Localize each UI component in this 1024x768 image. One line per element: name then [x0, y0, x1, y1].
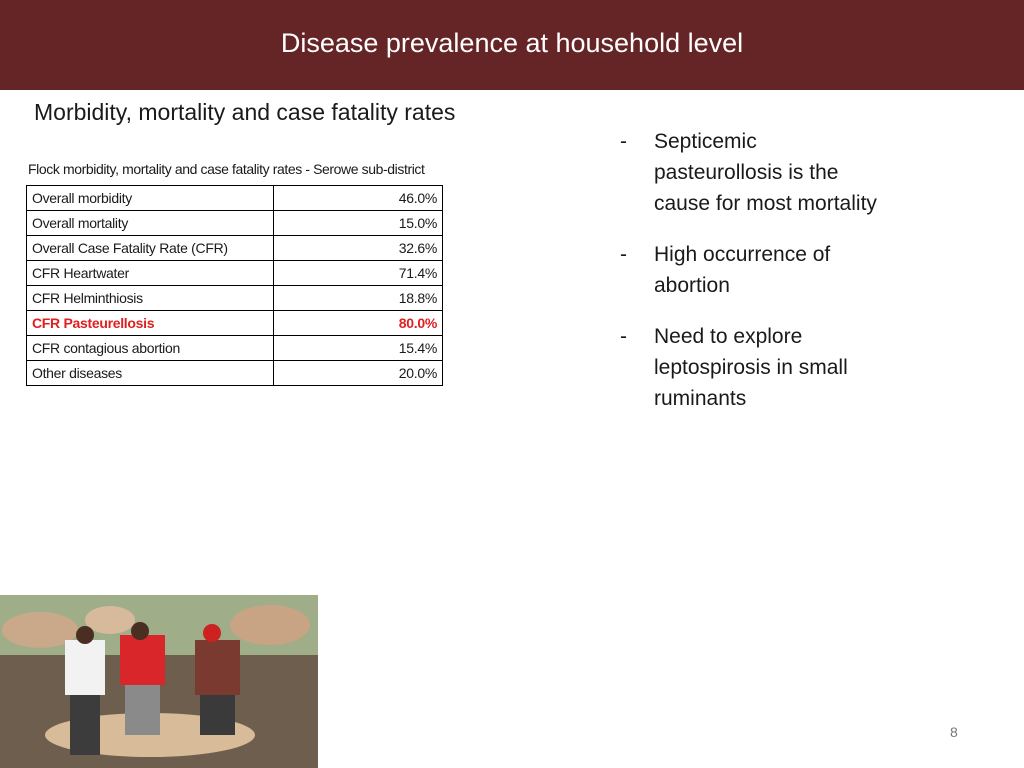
row-label: CFR Helminthiosis	[26, 285, 274, 311]
row-label: Other diseases	[26, 360, 274, 386]
row-value: 18.8%	[273, 285, 443, 311]
row-value: 15.4%	[273, 335, 443, 361]
row-value: 20.0%	[273, 360, 443, 386]
bullet-marker: -	[620, 325, 627, 348]
table-caption: Flock morbidity, mortality and case fata…	[28, 161, 425, 177]
bullet-marker: -	[620, 243, 627, 266]
bullet-marker: -	[620, 130, 627, 153]
photo	[0, 595, 318, 768]
table-row: CFR Heartwater 71.4%	[26, 260, 443, 286]
bullet-text: Need to explore leptospirosis in small r…	[654, 325, 848, 410]
bullet: - Need to explore leptospirosis in small …	[620, 321, 920, 414]
bullet-text: High occurrence of abortion	[654, 243, 831, 297]
table-row: CFR contagious abortion 15.4%	[26, 335, 443, 361]
row-value: 32.6%	[273, 235, 443, 261]
row-value: 80.0%	[273, 310, 443, 336]
table-row: Other diseases 20.0%	[26, 360, 443, 386]
header-bar: Disease prevalence at household level	[0, 0, 1024, 90]
page-number: 8	[950, 724, 958, 740]
table-row: Overall morbidity 46.0%	[26, 185, 443, 211]
row-label: CFR Pasteurellosis	[26, 310, 274, 336]
rates-table: Overall morbidity 46.0% Overall mortality 1…	[26, 185, 443, 386]
row-value: 46.0%	[273, 185, 443, 211]
row-value: 15.0%	[273, 210, 443, 236]
table-row: CFR Pasteurellosis 80.0%	[26, 310, 443, 336]
slide-title: Disease prevalence at household level	[280, 28, 744, 58]
row-label: Overall Case Fatality Rate (CFR)	[26, 235, 274, 261]
bullet: - High occurrence of abortion	[620, 239, 920, 301]
row-label: CFR contagious abortion	[26, 335, 274, 361]
table-row: Overall Case Fatality Rate (CFR) 32.6%	[26, 235, 443, 261]
row-label: Overall mortality	[26, 210, 274, 236]
bullet-text: Septicemic pasteurollosis is the cause f…	[654, 130, 877, 215]
row-label: Overall morbidity	[26, 185, 274, 211]
bullet: - Septicemic pasteurollosis is the cause …	[620, 126, 920, 219]
bullet-list: - Septicemic pasteurollosis is the cause …	[620, 126, 920, 434]
subtitle: Morbidity, mortality and case fatality r…	[34, 99, 456, 125]
table-row: CFR Helminthiosis 18.8%	[26, 285, 443, 311]
row-label: CFR Heartwater	[26, 260, 274, 286]
table-row: Overall mortality 15.0%	[26, 210, 443, 236]
row-value: 71.4%	[273, 260, 443, 286]
